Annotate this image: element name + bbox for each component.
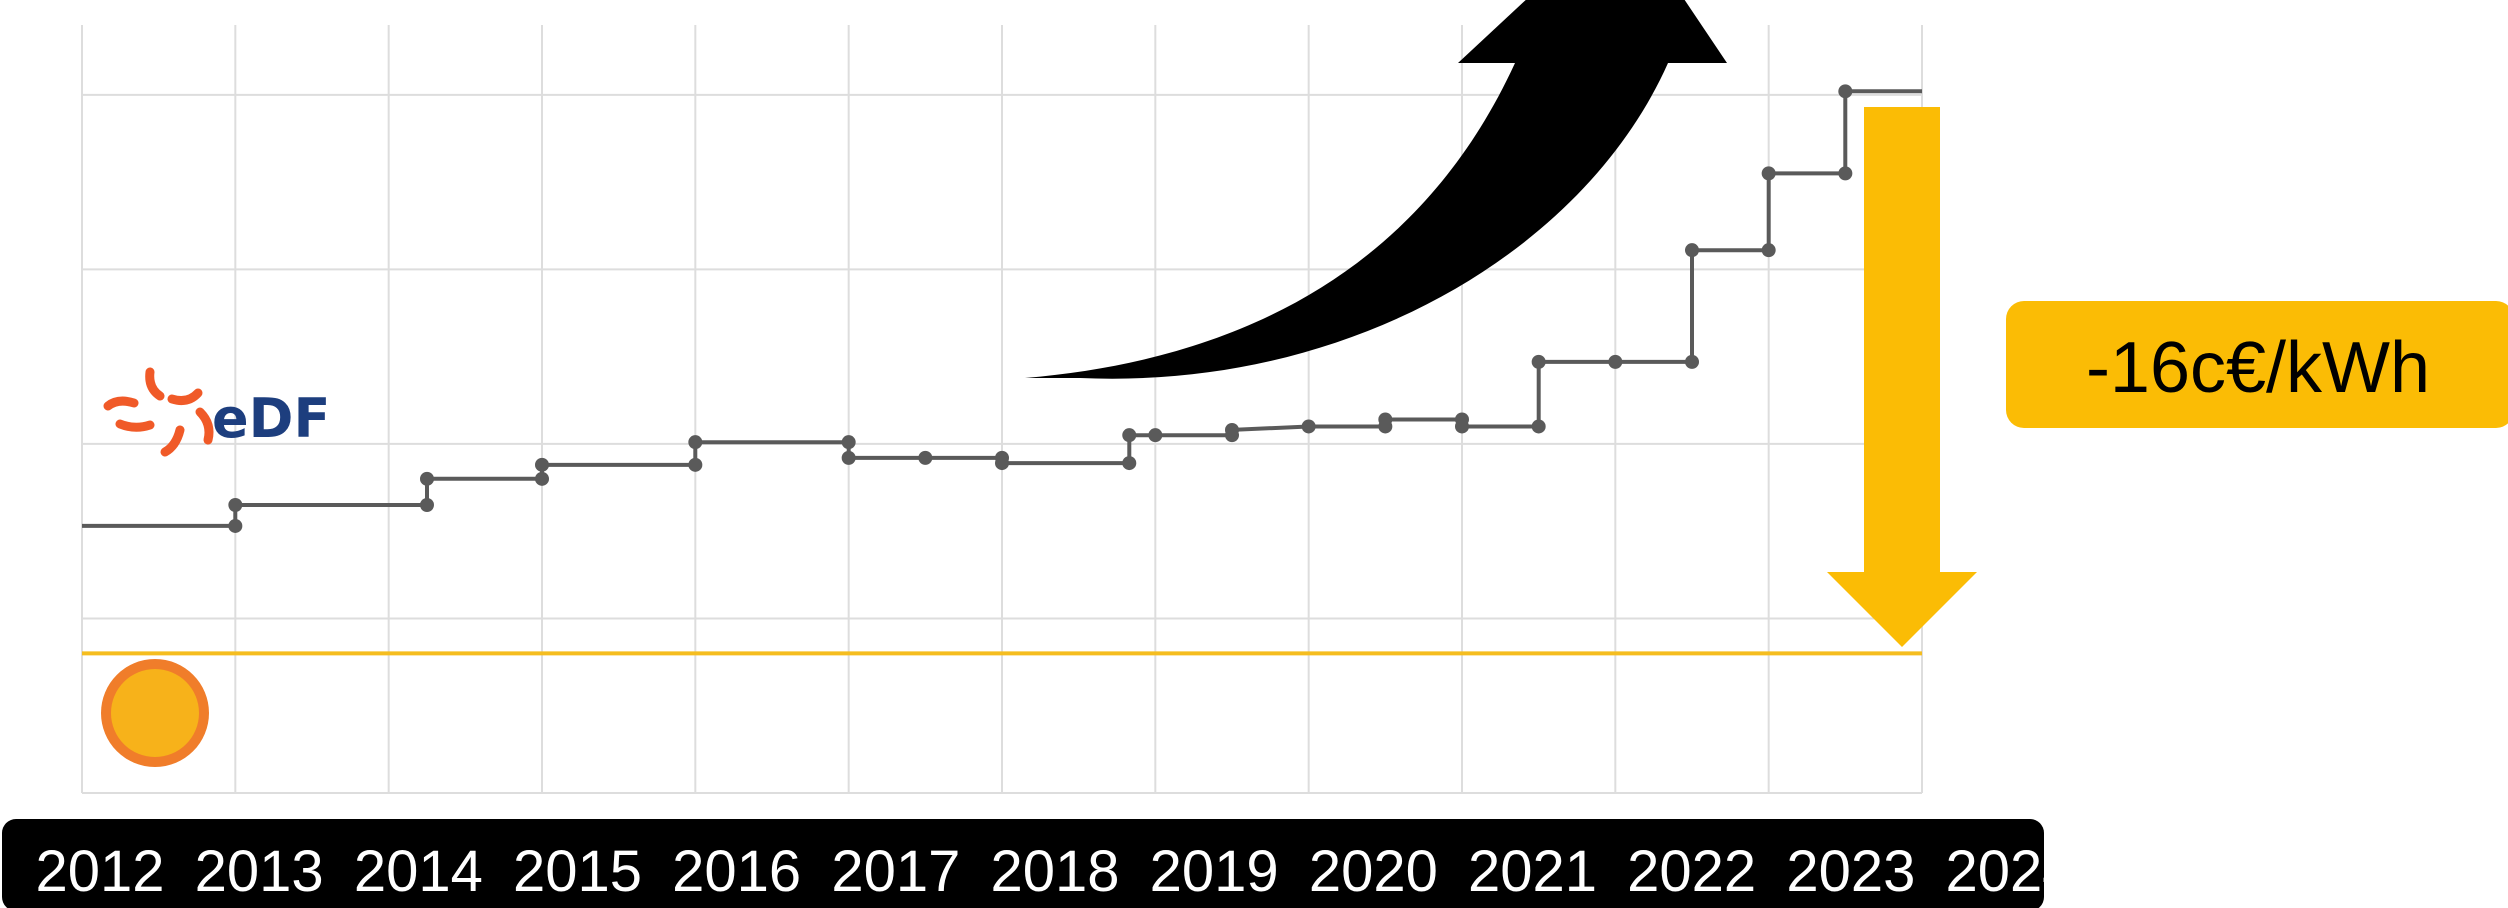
data-point — [688, 457, 703, 472]
price-badge: -16c€/kWh — [2006, 301, 2508, 428]
data-point — [535, 471, 549, 486]
x-tick-label: 2012 — [35, 839, 164, 904]
x-tick-label: 2019 — [1150, 839, 1279, 904]
x-tick-label: 2013 — [195, 839, 324, 904]
data-point — [1685, 354, 1699, 369]
x-axis-ticks: 2012 2013 2014 2015 2016 2017 2018 2019 2020 2021… — [35, 839, 2074, 904]
x-tick-label: 2016 — [672, 839, 801, 904]
grid-layer — [81, 25, 1923, 794]
x-tick-label: 2017 — [831, 839, 960, 904]
data-point — [1122, 428, 1137, 443]
data-point — [1761, 243, 1776, 258]
data-point — [1148, 428, 1163, 443]
data-point — [420, 498, 434, 512]
sun-icon — [101, 659, 209, 767]
data-point — [918, 450, 933, 465]
data-point — [1838, 166, 1853, 181]
data-point — [841, 435, 856, 450]
series-layer — [82, 84, 1922, 533]
data-point — [1378, 412, 1393, 427]
edf-logo: eDF — [103, 367, 330, 457]
data-point — [1531, 419, 1546, 434]
data-point — [420, 471, 434, 486]
x-axis-bar — [2, 819, 2044, 908]
x-tick-label: 2018 — [990, 839, 1119, 904]
data-point — [1761, 166, 1776, 181]
x-tick-label: 2024 — [1945, 839, 2074, 904]
x-tick-label: 2021 — [1468, 839, 1597, 904]
data-point — [1685, 243, 1699, 258]
price-badge-text: -16c€/kWh — [2086, 328, 2430, 408]
data-point — [228, 518, 243, 533]
data-point — [1225, 422, 1239, 437]
edf-logo-text: eDF — [212, 387, 330, 450]
data-point — [1301, 419, 1316, 434]
edf-petals-icon — [103, 367, 214, 457]
data-point — [1531, 354, 1546, 369]
x-tick-label: 2020 — [1309, 839, 1438, 904]
x-tick-label: 2022 — [1627, 839, 1756, 904]
x-tick-label: 2014 — [354, 839, 483, 904]
data-point — [1122, 456, 1137, 471]
data-point — [535, 457, 549, 472]
down-arrow-icon — [1827, 107, 1977, 647]
data-point — [1608, 354, 1623, 369]
data-point — [1455, 419, 1469, 434]
data-point — [688, 435, 703, 450]
x-tick-label: 2023 — [1786, 839, 1915, 904]
data-point — [1838, 84, 1853, 99]
data-point — [228, 498, 243, 512]
x-tick-label: 2015 — [513, 839, 642, 904]
up-arrow-icon — [1025, 0, 1727, 379]
data-point — [995, 456, 1009, 471]
data-point — [841, 450, 856, 465]
